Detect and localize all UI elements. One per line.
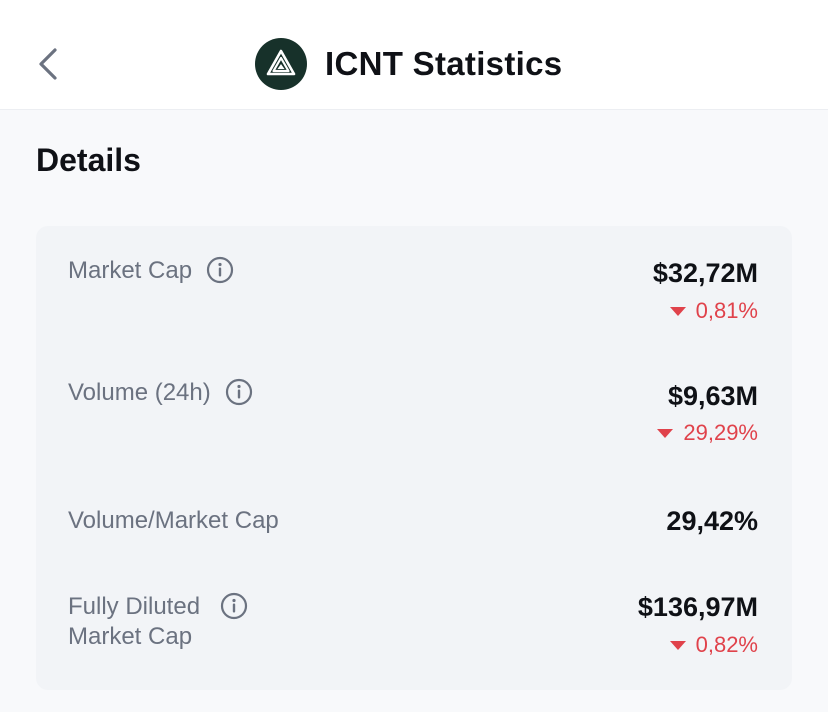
stat-value-fully-diluted: $136,97M [637,592,758,622]
stat-label-market-cap: Market Cap [68,256,234,286]
stat-label-text: Fully Diluted Market Cap [68,593,201,650]
stat-label-text: Volume (24h) [68,379,211,406]
stat-change-text: 0,81% [695,298,758,323]
stat-label-fully-diluted: Fully Diluted Market Cap [68,592,248,652]
stat-value-market-cap: $32,72M [652,258,758,288]
stat-label-volume-24h: Volume (24h) [68,378,253,408]
stat-label-text: Market Cap [68,257,193,284]
caret-down-icon [657,428,674,438]
details-card: Market Cap $32,72M 0,81% Volume (24h) [36,226,792,690]
stat-value-volume-market-cap: 29,42% [666,506,758,536]
stat-change-market-cap: 0,81% [669,298,758,324]
stat-value-volume-24h: $9,63M [667,381,758,411]
back-button[interactable] [28,40,68,88]
stat-change-text: 29,29% [683,420,758,445]
stat-change-volume-24h: 29,29% [657,420,758,446]
info-icon[interactable] [206,256,234,284]
chevron-left-icon [39,48,57,80]
header-title-group: ICNT Statistics [255,38,562,90]
caret-down-icon [669,640,686,650]
stat-change-fully-diluted: 0,82% [669,632,758,658]
icnt-logo-icon [255,38,307,90]
stat-label-volume-market-cap: Volume/Market Cap [68,506,279,536]
caret-down-icon [669,306,686,316]
stat-change-text: 0,82% [695,632,758,657]
app-header: ICNT Statistics [0,0,828,110]
section-title: Details [36,142,141,178]
page-title: ICNT Statistics [325,45,563,82]
info-icon[interactable] [220,592,248,620]
info-icon[interactable] [225,378,253,406]
stat-label-text: Volume/Market Cap [68,507,279,534]
